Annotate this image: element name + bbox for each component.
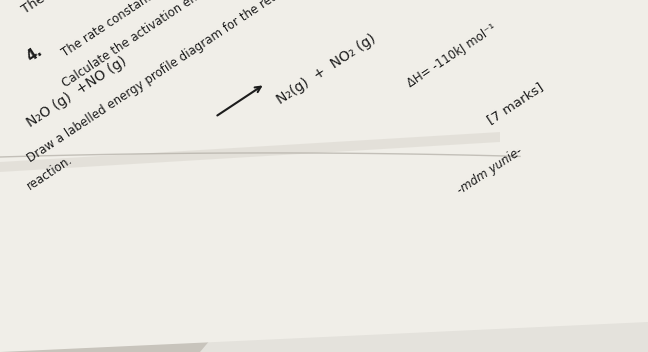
Text: Calculate the activation energy, Eₐ in kJ mol⁻¹ for this reaction.: Calculate the activation energy, Eₐ in k… bbox=[60, 0, 377, 89]
Text: Draw a labelled energy profile diagram for the reaction and calculate Eₐ for the: Draw a labelled energy profile diagram f… bbox=[25, 0, 463, 164]
Text: The rate of a…: The rate of a… bbox=[19, 0, 109, 17]
Text: N₂(g)  +  NO₂ (g): N₂(g) + NO₂ (g) bbox=[274, 31, 378, 107]
Text: reaction.: reaction. bbox=[25, 153, 75, 193]
Text: ΔH= -110kJ mol⁻¹: ΔH= -110kJ mol⁻¹ bbox=[404, 21, 498, 89]
Polygon shape bbox=[200, 92, 648, 352]
Text: N₂O (g)  +NO (g): N₂O (g) +NO (g) bbox=[24, 54, 129, 130]
Polygon shape bbox=[0, 132, 500, 172]
Text: The rate constant for the reaction below is 0.0234 s⁻¹ at 400°C and 0.750 s⁻¹ at: The rate constant for the reaction below… bbox=[60, 0, 498, 59]
Text: -mdm yunie-: -mdm yunie- bbox=[454, 144, 524, 196]
Text: 4.: 4. bbox=[23, 43, 45, 64]
Text: [7 marks]: [7 marks] bbox=[485, 80, 546, 126]
